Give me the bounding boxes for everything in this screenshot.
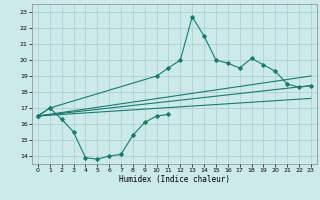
X-axis label: Humidex (Indice chaleur): Humidex (Indice chaleur) bbox=[119, 175, 230, 184]
